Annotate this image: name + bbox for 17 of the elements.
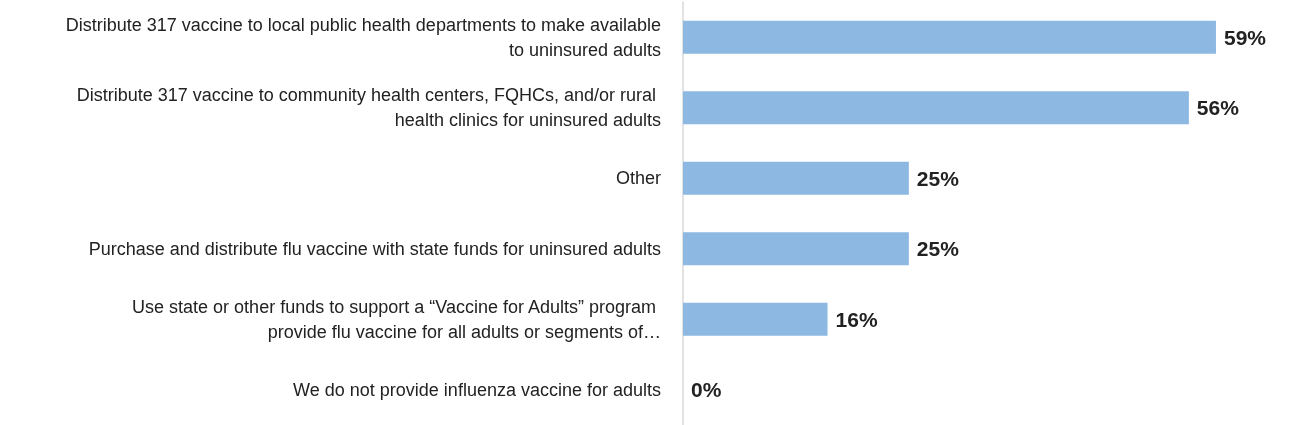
y-tick-label: Purchase and distribute flu vaccine with state funds for uninsured adults xyxy=(88,238,661,259)
y-tick-label: Use state or other funds to support a “Vaccine for Adults” program provide flu vaccine for all adults or segments of… xyxy=(132,296,661,342)
data-label: 59% xyxy=(1223,25,1267,49)
data-label: 25% xyxy=(916,166,960,190)
bar xyxy=(683,232,909,266)
data-label: 56% xyxy=(1196,96,1240,120)
y-tick-label: We do not provide influenza vaccine for adults xyxy=(293,379,661,400)
bar xyxy=(683,20,1216,54)
data-label: 25% xyxy=(916,237,960,261)
bar xyxy=(683,302,828,336)
y-tick-label: Other xyxy=(615,168,661,189)
y-tick-label: Distribute 317 vaccine to community health centers, FQHCs, and/or rural health clinics for uninsured adults xyxy=(76,85,661,131)
data-label: 0% xyxy=(691,378,722,402)
bar xyxy=(683,161,909,195)
y-tick-label: Distribute 317 vaccine to local public health departments to make available to uninsured adults xyxy=(65,14,661,60)
data-label: 16% xyxy=(835,307,878,331)
bar xyxy=(683,91,1189,125)
